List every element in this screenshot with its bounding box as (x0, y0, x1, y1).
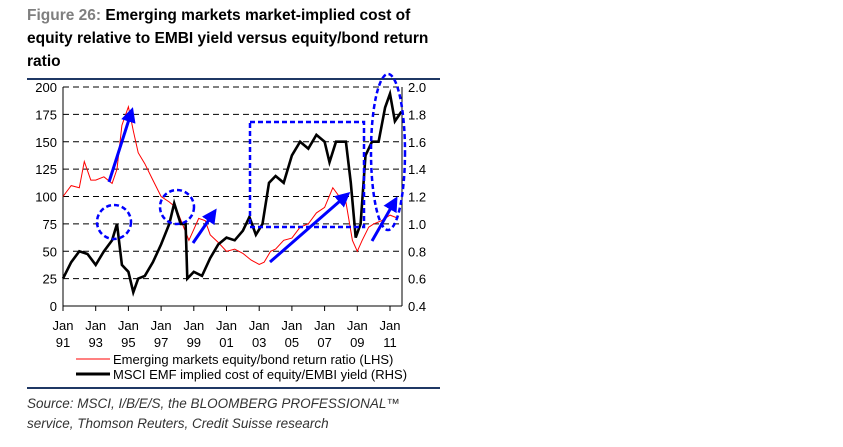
source-note: Source: MSCI, I/B/E/S, the BLOOMBERG PRO… (27, 396, 400, 431)
x-tick-label-month: Jan (85, 318, 106, 333)
x-tick-label-year: 99 (187, 335, 201, 350)
y-right-tick-label: 1.8 (408, 107, 426, 122)
x-tick-label-year: 11 (383, 335, 397, 350)
title-divider (27, 78, 440, 80)
x-tick-label-month: Jan (281, 318, 302, 333)
x-tick-label-year: 95 (121, 335, 135, 350)
annotation-dashed-box (248, 120, 366, 229)
x-tick-label-year: 09 (350, 335, 364, 350)
y-left-tick-label: 200 (35, 80, 57, 95)
y-left-tick-label: 25 (43, 272, 57, 287)
figure-label: Figure 26: (27, 7, 102, 24)
x-tick-label-month: Jan (151, 318, 172, 333)
x-tick-label-year: 91 (56, 335, 70, 350)
y-left-tick-label: 50 (43, 244, 57, 259)
y-right-tick-label: 1.0 (408, 217, 426, 232)
x-tick-label-year: 03 (252, 335, 266, 350)
series-line-cost-of-equity (61, 88, 403, 297)
y-right-tick-label: 2.0 (408, 80, 426, 95)
x-tick-label-month: Jan (183, 318, 204, 333)
x-tick-label-month: Jan (249, 318, 270, 333)
title-text: Emerging markets market-implied cost of … (27, 7, 429, 70)
y-left-tick-label: 75 (43, 217, 57, 232)
x-tick-label-month: Jan (118, 318, 139, 333)
annotation-arrow (107, 107, 136, 183)
x-tick-label-month: Jan (216, 318, 237, 333)
y-left-tick-label: 0 (50, 299, 57, 314)
annotation-dashed-circle (95, 203, 133, 241)
legend-label: Emerging markets equity/bond return rati… (113, 352, 393, 367)
annotation-dashed-circle (369, 72, 407, 232)
y-left-tick-label: 175 (35, 107, 57, 122)
x-tick-label-year: 05 (285, 335, 299, 350)
annotation-dashed-circle (158, 188, 196, 226)
x-tick-label-year: 93 (88, 335, 102, 350)
x-tick-label-month: Jan (314, 318, 335, 333)
y-right-tick-label: 0.4 (408, 299, 426, 314)
x-tick-label-year: 07 (317, 335, 331, 350)
annotation-arrow (269, 192, 351, 264)
annotation-arrow (191, 208, 217, 244)
x-tick-label-year: 01 (219, 335, 233, 350)
x-tick-label-month: Jan (380, 318, 401, 333)
y-left-tick-label: 125 (35, 162, 57, 177)
y-right-tick-label: 1.2 (408, 190, 426, 205)
annotation-arrow (370, 196, 398, 242)
y-right-tick-label: 1.6 (408, 135, 426, 150)
source-divider (27, 387, 440, 389)
x-tick-label-month: Jan (347, 318, 368, 333)
y-right-tick-label: 1.4 (408, 162, 426, 177)
x-tick-label-month: Jan (53, 318, 74, 333)
y-left-tick-label: 100 (35, 190, 57, 205)
x-tick-label-year: 97 (154, 335, 168, 350)
y-left-tick-label: 150 (35, 135, 57, 150)
legend-label: MSCI EMF implied cost of equity/EMBI yie… (113, 367, 407, 382)
y-right-tick-label: 0.6 (408, 272, 426, 287)
chart-title: Figure 26: Emerging markets market-impli… (27, 4, 437, 73)
y-right-tick-label: 0.8 (408, 244, 426, 259)
